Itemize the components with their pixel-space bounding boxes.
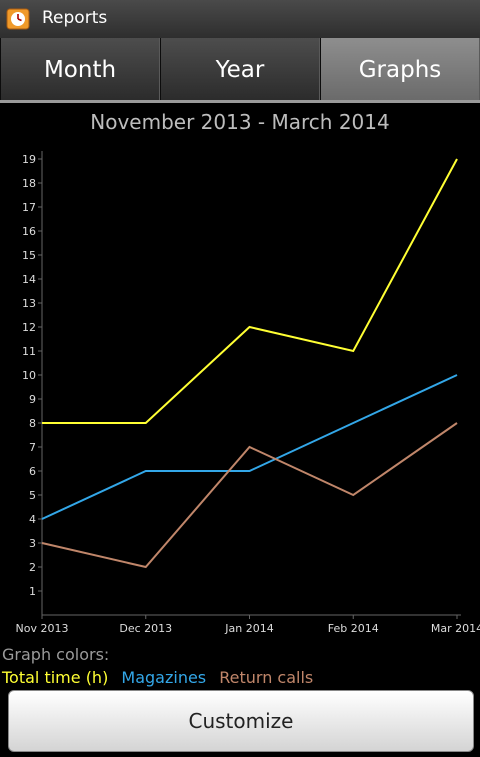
title-bar: Reports	[0, 0, 480, 39]
tab-month[interactable]: Month	[0, 38, 160, 101]
y-tick-label: 6	[29, 465, 36, 478]
window-title: Reports	[42, 8, 108, 28]
y-tick-label: 3	[29, 537, 36, 550]
y-tick-label: 11	[22, 345, 36, 358]
x-tick-label: Jan 2014	[224, 622, 273, 635]
x-tick-label: Nov 2013	[16, 622, 69, 635]
tab-graphs[interactable]: Graphs	[320, 38, 480, 101]
y-tick-label: 12	[22, 321, 36, 334]
y-tick-label: 5	[29, 489, 36, 502]
legend-magazines: Magazines	[121, 668, 207, 687]
y-tick-label: 19	[22, 153, 36, 166]
legend-heading: Graph colors:	[2, 645, 110, 664]
y-tick-label: 18	[22, 177, 36, 190]
x-tick-label: Dec 2013	[119, 622, 172, 635]
series-line-2	[41, 422, 458, 569]
y-tick-label: 1	[29, 585, 36, 598]
y-tick-label: 2	[29, 561, 36, 574]
y-tick-label: 4	[29, 513, 36, 526]
y-tick-label: 10	[22, 369, 36, 382]
customize-button[interactable]: Customize	[8, 690, 474, 752]
y-tick-label: 9	[29, 393, 36, 406]
legend-total-time: Total time (h)	[2, 668, 109, 687]
series-line-0	[42, 158, 458, 424]
y-tick-label: 17	[22, 201, 36, 214]
clock-calendar-icon	[6, 8, 30, 30]
y-tick-label: 16	[22, 225, 36, 238]
tab-year[interactable]: Year	[160, 38, 320, 101]
tab-indicator-strip	[0, 100, 480, 103]
x-tick-label: Feb 2014	[328, 622, 379, 635]
y-tick-label: 13	[22, 297, 36, 310]
y-tick-label: 8	[29, 417, 36, 430]
y-tick-label: 14	[22, 273, 36, 286]
legend: Total time (h) Magazines Return calls	[2, 668, 321, 687]
graph-title: November 2013 - March 2014	[90, 110, 390, 134]
tab-bar: Month Year Graphs	[0, 38, 480, 101]
y-tick-label: 15	[22, 249, 36, 262]
y-tick-label: 7	[29, 441, 36, 454]
legend-return-calls: Return calls	[219, 668, 314, 687]
x-tick-label: Mar 2014	[431, 622, 480, 635]
